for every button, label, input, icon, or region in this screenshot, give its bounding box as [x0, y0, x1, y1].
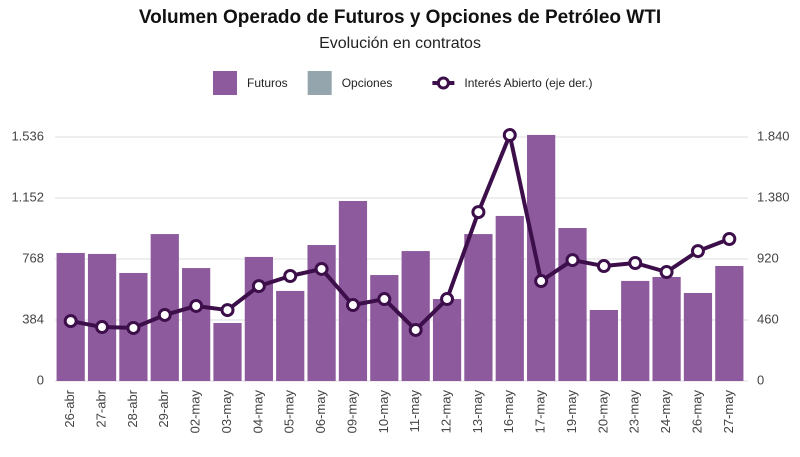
x-tick-label: 29-abr [156, 389, 171, 427]
line [70, 133, 731, 332]
x-tick-label: 24-may [658, 390, 673, 434]
line-point [471, 205, 486, 220]
line-point [440, 292, 455, 307]
line-point [63, 314, 78, 329]
legend-swatch [307, 71, 332, 95]
bar [338, 201, 368, 381]
bar [244, 256, 273, 381]
line-point [534, 274, 549, 289]
x-tick-label: 19-may [564, 390, 579, 434]
bar [652, 276, 681, 381]
line-point [283, 268, 298, 283]
x-tick-label: 02-may [188, 390, 203, 434]
line-point [596, 259, 611, 274]
bar [182, 268, 211, 381]
chart-subtitle: Evolución en contratos [319, 35, 481, 52]
bar [464, 234, 493, 381]
x-tick-label: 10-may [376, 390, 391, 434]
bar [495, 215, 524, 381]
x-tick-label: 17-may [533, 390, 548, 434]
y-tick-label: 1.536 [11, 128, 44, 143]
chart-title: Volumen Operado de Futuros y Opciones de… [139, 7, 661, 28]
line-point [690, 244, 705, 259]
bar [401, 251, 430, 381]
legend-label: Opciones [342, 76, 393, 90]
x-tick-label: 23-may [627, 390, 642, 434]
x-tick-label: 26-abr [62, 389, 77, 427]
legend-swatch [436, 76, 450, 90]
x-tick-label: 27-may [721, 390, 736, 434]
line-point [408, 322, 423, 337]
legend-label: Interés Abierto (eje der.) [464, 76, 592, 90]
bar [715, 265, 744, 381]
y2-tick-label: 920 [757, 250, 779, 265]
x-tick-label: 16-may [501, 390, 516, 434]
line-point [565, 253, 580, 268]
bar [432, 299, 462, 381]
line-point [157, 307, 172, 322]
line-point [345, 298, 360, 313]
bar [558, 228, 587, 381]
bar [213, 323, 242, 381]
x-tick-label: 06-may [313, 390, 328, 434]
x-tick-label: 28-abr [125, 389, 140, 427]
x-tick-label: 12-may [438, 390, 453, 434]
bar [589, 309, 618, 381]
line-point [95, 320, 110, 335]
line-point [189, 298, 204, 313]
bar [87, 253, 117, 381]
x-tick-label: 09-may [344, 390, 359, 434]
x-tick-label: 26-may [689, 390, 704, 434]
y2-tick-label: 460 [757, 311, 779, 326]
bar [527, 134, 556, 381]
x-tick-label: 20-may [595, 390, 610, 434]
x-tick-label: 27-abr [93, 389, 108, 427]
y2-tick-label: 0 [757, 372, 764, 387]
line-point [377, 292, 392, 307]
y2-tick-label: 1.380 [757, 189, 790, 204]
y-tick-label: 384 [22, 311, 44, 326]
x-tick-label: 04-may [250, 390, 265, 434]
bar [370, 275, 399, 381]
bar [683, 292, 713, 381]
line-point [314, 261, 329, 276]
line-point [251, 279, 266, 294]
line-point [628, 255, 643, 270]
y2-tick-label: 1.840 [757, 128, 790, 143]
x-tick-label: 03-may [219, 390, 234, 434]
line-point [722, 231, 737, 246]
bar [276, 290, 305, 381]
line-point [220, 303, 235, 318]
bar [621, 280, 650, 381]
x-tick-label: 05-may [282, 390, 297, 434]
bar [150, 234, 179, 381]
legend-swatch [213, 71, 237, 95]
legend-label: Futuros [247, 76, 288, 90]
x-tick-label: 11-may [407, 390, 422, 433]
y-tick-label: 1.152 [11, 189, 44, 204]
line-point [502, 128, 517, 143]
line-point [659, 265, 674, 280]
y-tick-label: 768 [22, 250, 44, 265]
line-point [126, 320, 141, 335]
x-tick-label: 13-may [470, 390, 485, 434]
y-tick-label: 0 [37, 372, 44, 387]
